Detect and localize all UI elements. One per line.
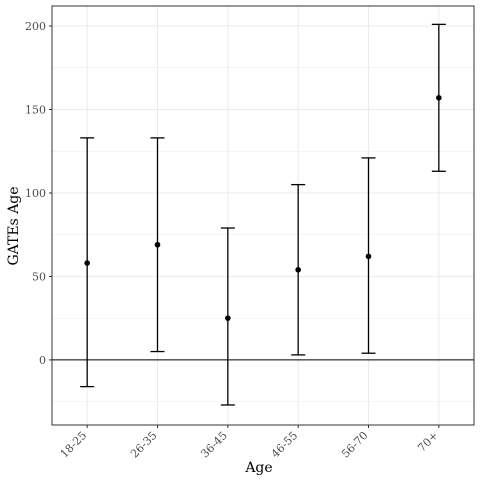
panel-border xyxy=(51,5,475,426)
data-point xyxy=(84,260,90,266)
y-tick-label: 50 xyxy=(32,270,46,283)
data-point xyxy=(154,241,161,248)
data-point xyxy=(365,253,372,260)
y-tick-label: 200 xyxy=(25,20,46,33)
y-axis-title: GATEs Age xyxy=(6,186,22,265)
estimate-points xyxy=(84,95,442,321)
data-point xyxy=(225,315,231,321)
y-tick-label: 100 xyxy=(25,187,46,200)
x-axis-title: Age xyxy=(244,460,272,476)
data-point xyxy=(295,266,301,273)
y-tick-label: 150 xyxy=(25,103,46,116)
data-point xyxy=(436,95,442,101)
y-tick-label: 0 xyxy=(39,354,46,367)
